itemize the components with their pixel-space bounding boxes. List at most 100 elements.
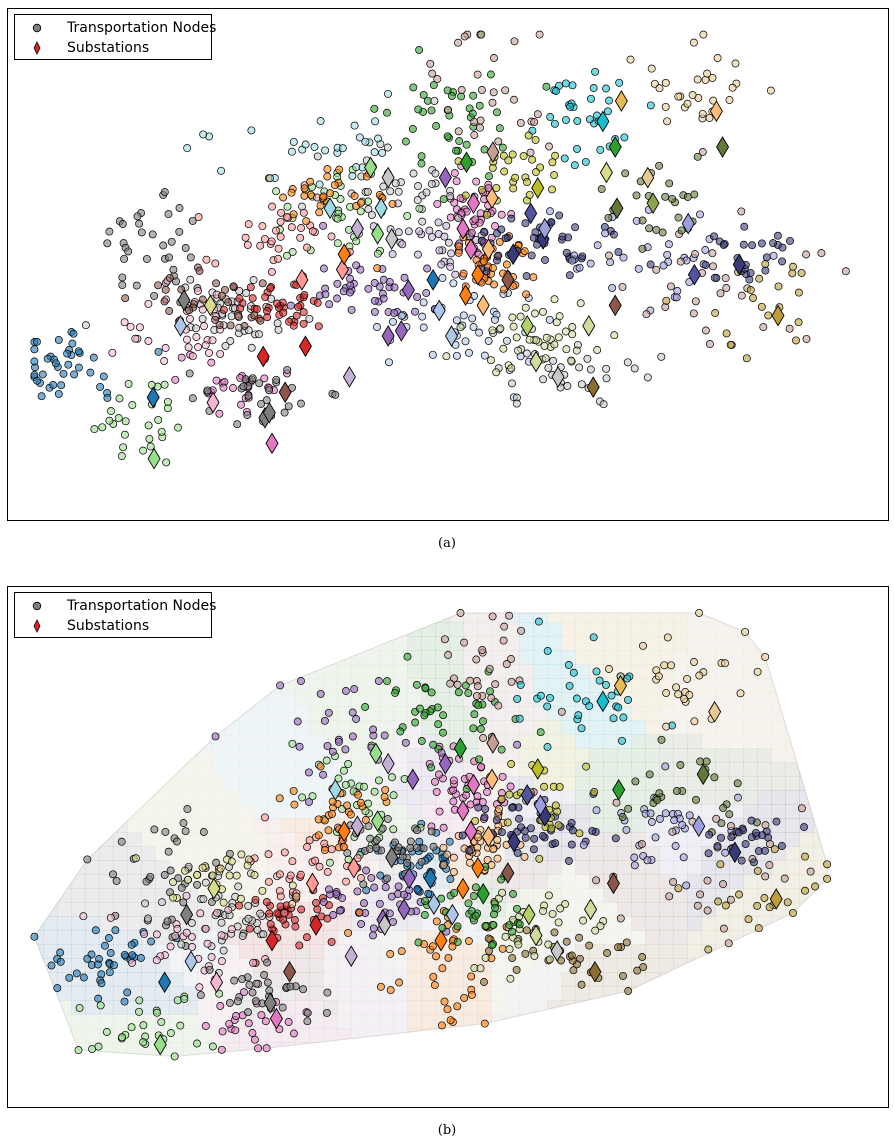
service-region-cell [393, 1084, 408, 1099]
substation-marker [381, 752, 395, 775]
transportation-node [527, 251, 536, 260]
service-region-cell [771, 1042, 786, 1057]
service-region-cell [869, 776, 884, 791]
service-region-cell [197, 776, 212, 791]
service-region-cell [645, 986, 660, 1001]
service-region-cell [771, 944, 786, 959]
transportation-node [592, 806, 601, 815]
transportation-node [704, 945, 713, 954]
service-region-cell [43, 706, 58, 721]
transportation-node [244, 1019, 253, 1028]
service-region-cell [169, 790, 184, 805]
substation-marker [501, 862, 515, 884]
service-region-cell [197, 1056, 212, 1057]
service-region-cell [757, 944, 772, 959]
service-region-cell [8, 692, 16, 707]
service-region-cell [491, 650, 506, 665]
transportation-node [592, 667, 601, 676]
service-region-cell [295, 804, 310, 819]
service-region-cell [15, 734, 30, 749]
service-region-cell [771, 986, 786, 1001]
service-region-cell [701, 860, 716, 875]
transportation-node [721, 901, 730, 910]
transportation-node [698, 109, 707, 118]
caption-a: (a) [438, 536, 456, 551]
service-region-cell [225, 720, 240, 735]
service-region-cell [771, 790, 786, 805]
transportation-node [726, 895, 735, 904]
transportation-node [118, 273, 127, 282]
service-region-cell [99, 748, 114, 763]
transportation-node [499, 636, 508, 645]
service-region-cell [561, 587, 576, 595]
service-region-cell [141, 664, 156, 679]
transportation-node [430, 981, 439, 990]
transportation-node [308, 792, 317, 801]
service-region-cell [141, 650, 156, 665]
service-region-cell [533, 874, 548, 889]
transportation-node [263, 978, 272, 987]
transportation-node [250, 871, 259, 879]
substation-marker [207, 877, 221, 900]
service-region-cell [841, 846, 856, 861]
transportation-node [514, 346, 522, 355]
service-region-cell [659, 706, 674, 721]
substation-marker [350, 217, 364, 240]
service-region-cell [239, 1084, 254, 1099]
service-region-cell [491, 594, 506, 609]
service-region-cell [379, 1000, 394, 1015]
service-region-cell [267, 818, 282, 833]
service-region-cell [701, 958, 716, 973]
service-region-cell [813, 613, 828, 623]
transportation-node [710, 773, 719, 782]
transportation-node [341, 745, 350, 754]
service-region-cell [827, 902, 828, 917]
transportation-node [521, 949, 530, 958]
service-region-cell [463, 1098, 478, 1107]
legend-substation-marker [33, 619, 41, 633]
service-region-cell [85, 706, 100, 721]
service-region-cell [701, 587, 716, 595]
transportation-node [408, 124, 417, 133]
service-region-cell [365, 1098, 380, 1107]
substation-marker [444, 325, 459, 347]
service-region-cell [71, 860, 86, 875]
service-region-cell [533, 1098, 548, 1107]
transportation-node [722, 284, 731, 292]
service-region-cell [463, 1042, 478, 1057]
transportation-node [413, 196, 422, 205]
service-region-cell [645, 587, 660, 595]
transportation-node [510, 37, 519, 46]
transportation-node [357, 919, 366, 928]
transportation-node [677, 226, 686, 235]
service-region-cell [8, 734, 16, 749]
transportation-node [692, 795, 700, 804]
transportation-node [602, 364, 611, 373]
transportation-node [663, 633, 672, 642]
transportation-node [728, 83, 737, 92]
service-region-cell [645, 902, 660, 917]
transportation-node [117, 452, 126, 461]
service-region-cell [8, 762, 16, 777]
service-region-cell [225, 748, 240, 763]
transportation-node [258, 279, 267, 288]
service-region-cell [785, 930, 800, 945]
service-region-cell [687, 1084, 702, 1099]
service-region-cell [113, 776, 128, 791]
transportation-node [502, 660, 511, 669]
transportation-node [689, 38, 698, 47]
transportation-node [175, 227, 184, 236]
service-region-cell [421, 1084, 436, 1099]
service-region-cell [197, 846, 212, 861]
substation-marker [501, 268, 515, 291]
service-region-cell [575, 790, 590, 805]
service-region-cell [407, 1056, 422, 1057]
service-region-cell [547, 888, 562, 903]
service-region-cell [99, 692, 114, 707]
transportation-node [37, 392, 46, 401]
service-region-cell [183, 720, 198, 735]
service-region-cell [771, 734, 786, 749]
transportation-node [546, 207, 554, 216]
service-region-cell [15, 650, 30, 665]
transportation-node [284, 1018, 293, 1026]
